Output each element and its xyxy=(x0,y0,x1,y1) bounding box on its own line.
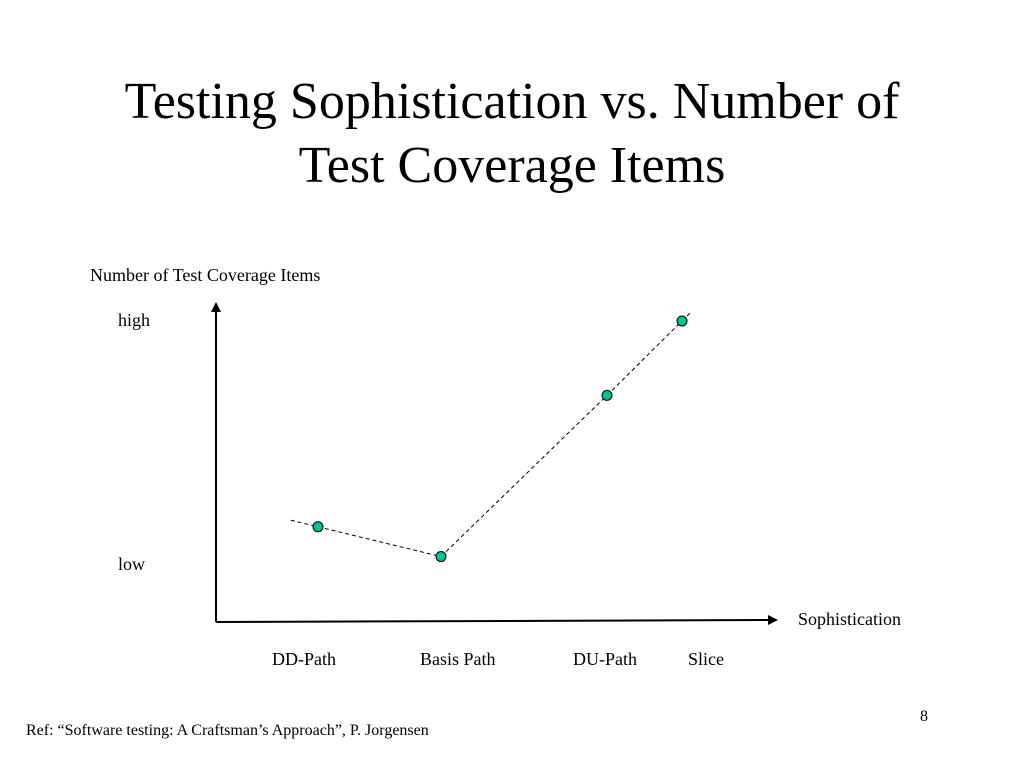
x-tick-label-slice: Slice xyxy=(688,649,724,669)
page-number: 8 xyxy=(920,708,928,725)
y-axis-label: Number of Test Coverage Items xyxy=(90,265,320,285)
data-point-du-path xyxy=(601,389,613,401)
x-tick-label-dd-path: DD-Path xyxy=(272,649,336,669)
slide-title: Testing Sophistication vs. Number of Tes… xyxy=(0,70,1024,198)
y-tick-label-high: high xyxy=(118,310,150,330)
y-tick-label-low: low xyxy=(118,554,145,574)
series-group xyxy=(290,312,691,563)
x-axis xyxy=(215,615,778,626)
slide-title-line-1: Testing Sophistication vs. Number of xyxy=(124,73,900,130)
x-tick-label-basis-path: Basis Path xyxy=(420,649,496,669)
data-point-dd-path xyxy=(312,521,324,533)
data-point-basis-path xyxy=(435,551,447,563)
footer-reference: Ref: “Software testing: A Craftsman’s Ap… xyxy=(26,722,429,739)
x-axis-label: Sophistication xyxy=(798,609,901,629)
slide-title-line-2: Test Coverage Items xyxy=(298,137,726,194)
series-line-segment xyxy=(317,526,442,558)
series-line-segment xyxy=(606,320,683,396)
x-tick-label-du-path: DU-Path xyxy=(573,649,637,669)
data-point-slice xyxy=(676,315,688,327)
series-line-segment xyxy=(440,395,608,557)
